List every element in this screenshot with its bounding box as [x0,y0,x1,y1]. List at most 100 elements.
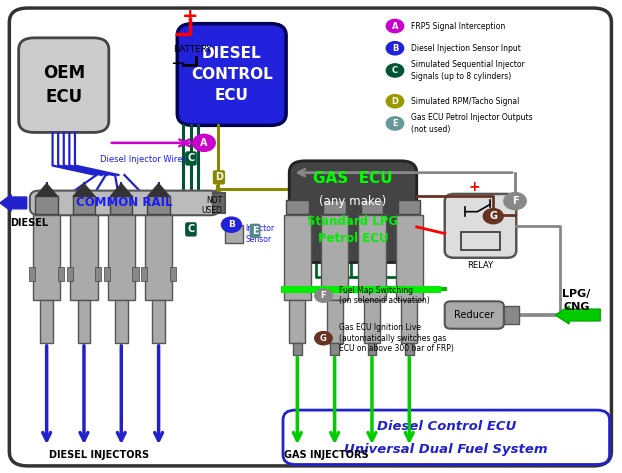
Bar [132,267,139,281]
Circle shape [386,117,404,130]
Text: Diesel Injector Wires: Diesel Injector Wires [100,155,187,164]
Text: F: F [512,196,518,206]
Text: COMMON RAIL: COMMON RAIL [77,196,173,210]
Bar [398,200,420,214]
Polygon shape [110,183,132,196]
Text: Injector
Sensor: Injector Sensor [246,224,275,244]
Text: D: D [391,96,399,106]
Text: Fuel Map Switching
(on solenoid activation): Fuel Map Switching (on solenoid activati… [339,286,430,306]
Bar [67,267,73,281]
Text: C: C [392,66,398,75]
Circle shape [386,95,404,108]
Bar [213,193,225,213]
Bar [364,300,380,343]
Bar [327,300,343,343]
Bar [361,200,383,214]
Text: Simulated RPM/Tacho Signal: Simulated RPM/Tacho Signal [411,96,519,106]
Text: LPG/
CNG: LPG/ CNG [562,289,591,312]
Bar [147,196,170,214]
Text: FRP5 Signal Interception: FRP5 Signal Interception [411,21,505,31]
Bar [368,343,376,355]
Text: Gas ECU Petrol Injector Outputs
(not used): Gas ECU Petrol Injector Outputs (not use… [411,114,532,133]
Polygon shape [35,183,58,196]
Bar [58,267,64,281]
FancyBboxPatch shape [445,301,504,329]
Bar [358,215,386,300]
Text: Gas ECU Ignition Live
(automatically switches gas
ECU on above 300 bar of FRP): Gas ECU Ignition Live (automatically swi… [339,323,454,353]
Circle shape [483,209,503,224]
Bar [110,196,132,214]
Text: +: + [468,180,480,194]
Bar [145,215,172,300]
Bar [284,215,311,300]
Text: D: D [215,172,223,183]
Bar [323,200,346,214]
Text: GAS INJECTORS: GAS INJECTORS [284,450,369,460]
Polygon shape [73,183,95,196]
Bar [95,267,101,281]
Text: BATTERY: BATTERY [174,45,212,54]
Bar [70,215,98,300]
Text: DIESEL
CONTROL
ECU: DIESEL CONTROL ECU [191,46,272,103]
Circle shape [315,332,332,345]
Bar [73,196,95,214]
Circle shape [386,64,404,77]
Bar [504,306,519,324]
Circle shape [504,193,526,210]
Text: E: E [252,226,258,236]
Text: A: A [392,21,398,31]
Text: Diesel Injection Sensor Input: Diesel Injection Sensor Input [411,44,521,53]
FancyBboxPatch shape [177,24,286,125]
Text: Reducer: Reducer [454,310,494,320]
Polygon shape [147,183,170,196]
Text: B: B [228,220,235,229]
Bar [170,267,176,281]
Text: Universal Dual Fuel System: Universal Dual Fuel System [345,443,548,456]
Circle shape [386,19,404,33]
Text: G: G [490,211,497,221]
Bar [40,300,53,343]
Text: −: − [170,55,185,73]
Text: G: G [320,333,327,343]
Bar [78,300,90,343]
Text: DIESEL: DIESEL [11,218,49,228]
FancyArrow shape [0,195,27,211]
Circle shape [386,42,404,55]
FancyBboxPatch shape [445,194,516,258]
Bar [33,215,60,300]
Text: DIESEL INJECTORS: DIESEL INJECTORS [50,450,149,460]
Text: Diesel Control ECU: Diesel Control ECU [376,420,516,433]
FancyBboxPatch shape [9,8,611,466]
Bar [293,343,302,355]
Bar [152,300,165,343]
Circle shape [221,217,241,232]
Text: +: + [182,7,198,26]
Text: Simulated Sequential Injector
Signals (up to 8 cylinders): Simulated Sequential Injector Signals (u… [411,61,524,80]
Text: (any make): (any make) [319,195,387,208]
Text: C: C [187,153,195,164]
Bar [115,300,128,343]
Circle shape [193,134,215,151]
Text: B: B [392,44,398,53]
Text: NOT
USED: NOT USED [202,195,223,215]
Bar [35,196,58,214]
Text: OEM
ECU: OEM ECU [43,64,85,106]
Text: Standard LPG
Petrol ECU: Standard LPG Petrol ECU [307,215,399,245]
Bar [460,232,500,250]
Bar [396,215,423,300]
Bar [405,343,414,355]
Text: A: A [200,138,208,148]
Bar [321,215,348,300]
Bar [29,267,35,281]
Circle shape [315,289,332,302]
Bar [225,225,243,243]
Text: C: C [187,224,195,235]
Bar [108,215,135,300]
Text: GAS  ECU: GAS ECU [313,171,393,185]
Bar [289,300,305,343]
FancyBboxPatch shape [283,410,610,464]
Text: E: E [392,119,398,128]
Bar [330,343,339,355]
FancyBboxPatch shape [30,191,220,215]
Bar [104,267,110,281]
